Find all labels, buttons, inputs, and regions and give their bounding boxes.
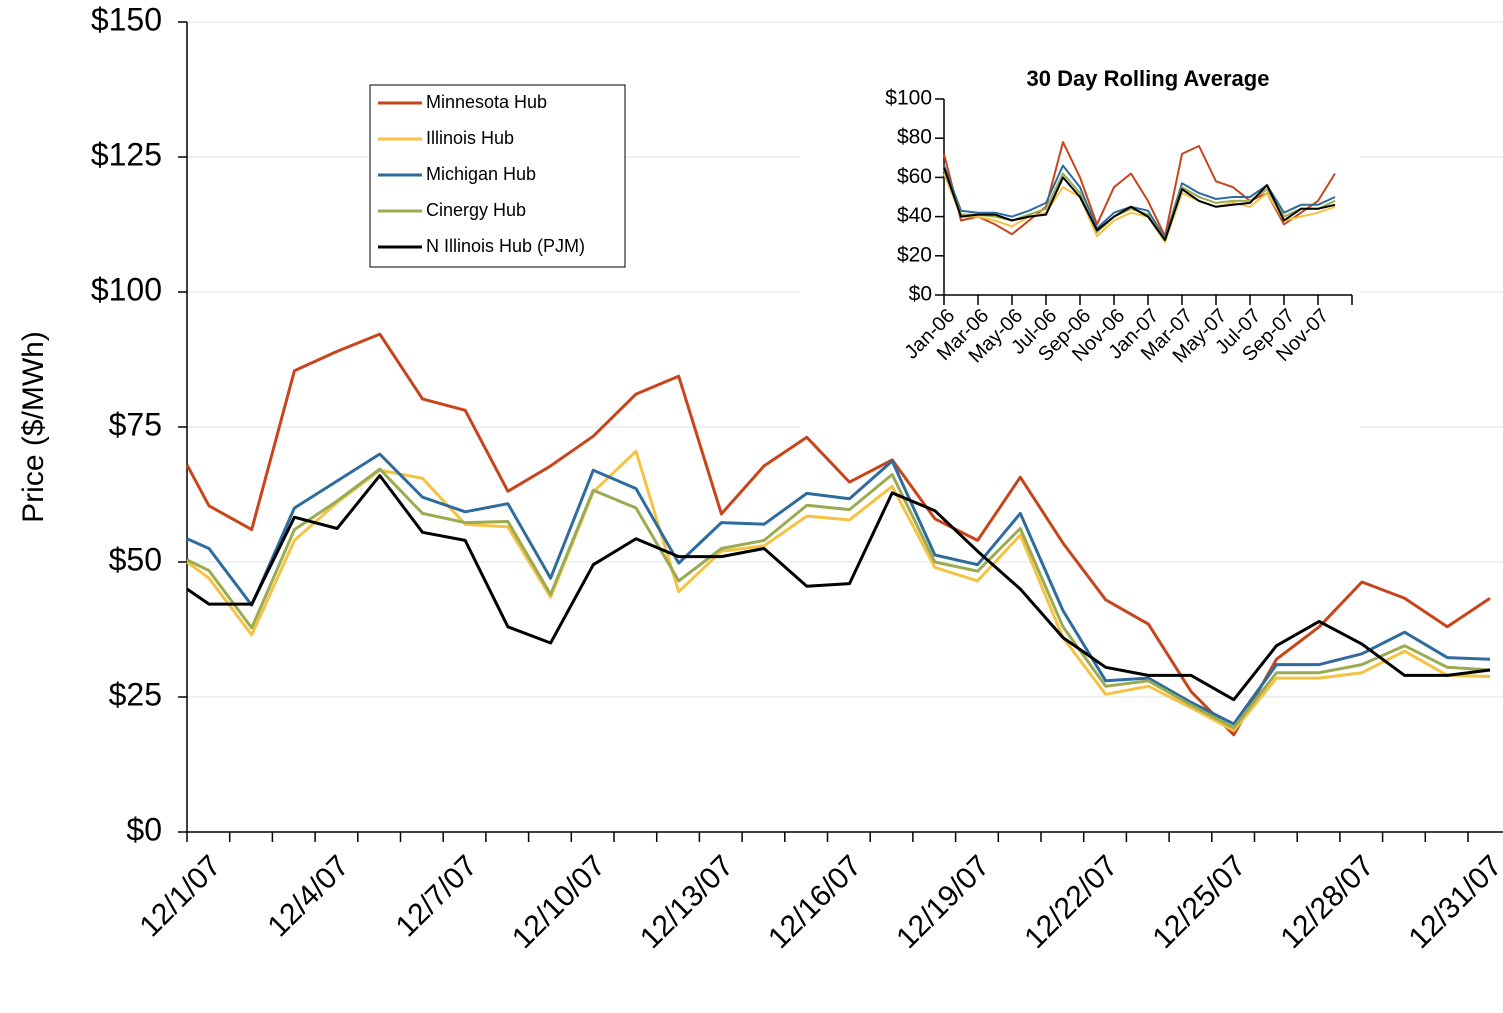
- series-line: [943, 173, 1336, 244]
- legend-label: N Illinois Hub (PJM): [426, 236, 585, 256]
- inset-background: [800, 55, 1360, 435]
- series-line: [943, 167, 1336, 242]
- y-tick-label: $80: [897, 126, 932, 149]
- x-tick-label: 12/16/07: [762, 849, 868, 955]
- x-tick-label: 12/1/07: [133, 849, 227, 943]
- series-line: [186, 467, 1491, 730]
- y-tick-label: $125: [91, 136, 162, 172]
- x-tick-label: 12/10/07: [506, 849, 612, 955]
- y-tick-label: $0: [126, 811, 162, 847]
- y-tick-label: $25: [109, 676, 162, 712]
- y-tick-label: $0: [909, 283, 932, 306]
- x-tick-label: 12/31/07: [1403, 849, 1503, 955]
- series-line: [185, 332, 1491, 737]
- legend-label: Minnesota Hub: [426, 92, 547, 112]
- y-tick-label: $60: [897, 165, 932, 188]
- y-tick-label: $40: [897, 204, 932, 227]
- legend-label: Illinois Hub: [426, 128, 514, 148]
- y-tick-label: $50: [109, 541, 162, 577]
- inset-title: 30 Day Rolling Average: [1027, 66, 1270, 91]
- legend-label: Cinergy Hub: [426, 200, 526, 220]
- series-line: [186, 474, 1491, 702]
- x-tick-label: 12/19/07: [890, 849, 996, 955]
- series-line: [186, 452, 1491, 726]
- y-tick-label: $150: [91, 1, 162, 37]
- legend-label: Michigan Hub: [426, 164, 536, 184]
- y-tick-label: $20: [897, 243, 932, 266]
- y-axis-label: Price ($/MWh): [17, 331, 50, 523]
- x-tick-label: 12/7/07: [390, 849, 484, 943]
- x-tick-label: 12/28/07: [1275, 849, 1381, 955]
- y-tick-label: $75: [109, 406, 162, 442]
- x-tick-label: 12/4/07: [262, 849, 356, 943]
- x-tick-label: 12/22/07: [1018, 849, 1124, 955]
- y-tick-label: $100: [91, 271, 162, 307]
- y-tick-label: $100: [885, 87, 932, 110]
- x-tick-label: 12/25/07: [1146, 849, 1252, 955]
- x-tick-label: 12/13/07: [634, 849, 740, 955]
- series-line: [186, 449, 1491, 732]
